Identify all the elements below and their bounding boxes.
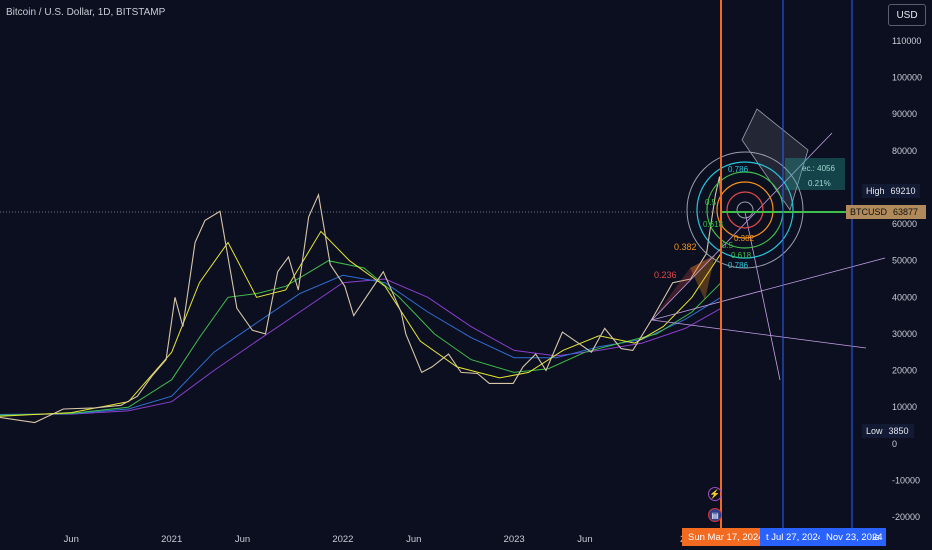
- last-price-tag: BTCUSD 63877: [846, 205, 926, 219]
- x-tick-label: Jun: [406, 534, 421, 545]
- y-tick-label: 20000: [892, 366, 917, 376]
- x-tick-label: 2021: [161, 534, 182, 545]
- y-tick-label: 30000: [892, 329, 917, 339]
- lightning-event-icon[interactable]: ⚡: [708, 487, 722, 501]
- fib-wedge-shape: [741, 108, 809, 211]
- time-axis[interactable]: Jun2021Jun2022Jun2023Jun20: [64, 534, 691, 545]
- fib-fan-line: [651, 257, 886, 321]
- ma-purple-line: [0, 278, 722, 415]
- fib-circle: [726, 191, 764, 229]
- btc-price-line: [0, 176, 722, 424]
- ma-blue-line: [0, 274, 722, 415]
- x-tick-label: Jun: [235, 534, 250, 545]
- fib-label: 0.236: [654, 270, 677, 280]
- fib-fan-drawing[interactable]: [651, 108, 886, 381]
- marker-date-label-1: t Jul 27, 2024: [760, 528, 823, 546]
- fib-fan-line: [651, 319, 867, 349]
- marker-date-label-2: Nov 23, 2024: [820, 528, 886, 546]
- y-tick-label: -10000: [892, 475, 920, 485]
- x-tick-label: Jun: [577, 534, 592, 545]
- fib-label: 0.786: [728, 165, 749, 174]
- us-flag-event-icon[interactable]: ▤: [708, 508, 722, 522]
- y-tick-label: 0: [892, 439, 897, 449]
- last-price-value: 63877: [893, 207, 919, 217]
- fib-label: 0.382: [674, 242, 697, 252]
- fib-fan-line: [651, 132, 833, 321]
- y-tick-label: 90000: [892, 109, 917, 119]
- y-tick-label: 60000: [892, 219, 917, 229]
- y-tick-label: 50000: [892, 256, 917, 266]
- fib-circle: [736, 201, 754, 219]
- fib-fan-orange-zone: [690, 255, 715, 300]
- y-tick-label: 10000: [892, 402, 917, 412]
- measure-tooltip-line1: ec.: 4056: [802, 164, 835, 173]
- fib-circle: [716, 181, 774, 239]
- fib-label: 0.618: [731, 251, 752, 260]
- measure-box: [785, 158, 845, 190]
- y-tick-label: 100000: [892, 73, 922, 83]
- fib-circle: [696, 161, 794, 259]
- ma-yellow-line: [0, 230, 722, 417]
- measure-tooltip-line2: 0.21%: [808, 179, 831, 188]
- low-label: Low: [866, 426, 883, 436]
- fib-label: 0.5: [705, 198, 717, 207]
- y-tick-label: 40000: [892, 292, 917, 302]
- cursor-date-label: Sun Mar 17, 2024: [682, 528, 764, 546]
- high-label: High: [866, 186, 885, 196]
- high-value: 69210: [890, 186, 916, 196]
- y-tick-label: 110000: [892, 36, 921, 46]
- fib-label: 0.618: [703, 220, 724, 229]
- cutoff-date-text: ıe: [872, 531, 880, 543]
- last-price-label: BTCUSD: [850, 207, 888, 217]
- y-tick-label: 80000: [892, 146, 917, 156]
- currency-button[interactable]: USD: [888, 4, 926, 26]
- symbol-title: Bitcoin / U.S. Dollar, 1D, BITSTAMP: [6, 7, 166, 18]
- fib-circle: [686, 151, 804, 269]
- x-tick-label: Jun: [64, 534, 79, 545]
- high-price-tag: High 69210: [862, 184, 920, 198]
- y-tick-label: -20000: [892, 512, 920, 522]
- fib-fan-line: [744, 211, 781, 381]
- fib-label: 0.5: [722, 241, 734, 250]
- fib-label: 0.382: [734, 234, 755, 243]
- low-price-tag: Low 3850: [862, 424, 914, 438]
- x-tick-label: 2023: [504, 534, 525, 545]
- price-axis[interactable]: 1100001000009000080000700006000050000400…: [892, 36, 922, 522]
- moving-average-lines: [0, 230, 722, 417]
- low-value: 3850: [888, 426, 909, 436]
- ma-green-line: [0, 260, 722, 416]
- x-tick-label: 2022: [332, 534, 353, 545]
- fib-label: 0.786: [728, 261, 749, 270]
